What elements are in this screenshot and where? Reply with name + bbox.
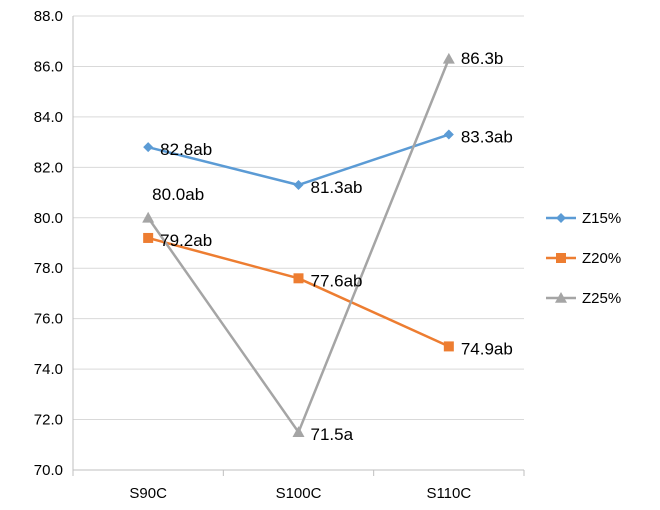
x-tick-label: S90C <box>129 485 167 502</box>
legend-marker <box>555 292 567 303</box>
x-tick-label: S100C <box>276 485 322 502</box>
y-tick-label: 82.0 <box>34 159 63 176</box>
data-label: 79.2ab <box>160 231 212 250</box>
data-labels: 82.8ab 81.3ab 83.3ab 79.2ab 77.6ab 74.9ab 80.0… <box>152 49 513 444</box>
data-point-marker <box>143 142 154 153</box>
data-point-marker <box>293 179 304 190</box>
y-tick-label: 70.0 <box>34 462 63 479</box>
y-tick-label: 76.0 <box>34 311 63 328</box>
legend-item: Z25% <box>546 290 621 307</box>
series-group <box>142 52 455 437</box>
legend-item: Z20% <box>546 250 621 267</box>
legend-marker <box>556 253 566 263</box>
data-label: 80.0ab <box>152 185 204 204</box>
y-tick-label: 72.0 <box>34 412 63 429</box>
y-tick-label: 80.0 <box>34 210 63 227</box>
data-label: 86.3b <box>461 49 504 68</box>
data-point-marker <box>142 211 155 223</box>
x-tick-label: S110C <box>426 485 471 502</box>
data-point-marker <box>143 232 154 243</box>
data-point-marker <box>443 129 454 140</box>
axes <box>72 16 524 471</box>
gridlines <box>73 15 524 421</box>
legend-label: Z15% <box>582 210 621 227</box>
data-label: 71.5a <box>311 425 354 444</box>
y-tick-label: 88.0 <box>34 8 63 25</box>
y-axis-ticks: 70.0 72.0 74.0 76.0 78.0 80.0 82.0 84.0 86.0 88.0 <box>34 8 63 479</box>
x-axis-ticks: S90C S100C S110C <box>72 470 525 502</box>
data-label: 82.8ab <box>160 140 212 159</box>
data-point-marker <box>442 52 455 64</box>
legend-label: Z25% <box>582 290 621 307</box>
data-point-marker <box>443 341 454 352</box>
legend-item: Z15% <box>546 210 621 227</box>
data-label: 77.6ab <box>311 271 363 290</box>
data-label: 83.3ab <box>461 128 513 147</box>
data-label: 81.3ab <box>311 178 363 197</box>
legend: Z15% Z20% Z25% <box>546 210 621 307</box>
series-line <box>147 236 450 348</box>
y-tick-label: 86.0 <box>34 58 63 75</box>
y-tick-label: 84.0 <box>34 109 63 126</box>
legend-label: Z20% <box>582 250 621 267</box>
y-tick-label: 74.0 <box>34 361 63 378</box>
legend-marker <box>556 213 566 223</box>
y-tick-label: 78.0 <box>34 260 63 277</box>
data-point-marker <box>292 426 305 437</box>
data-point-marker <box>293 273 304 284</box>
data-label: 74.9ab <box>461 339 513 358</box>
